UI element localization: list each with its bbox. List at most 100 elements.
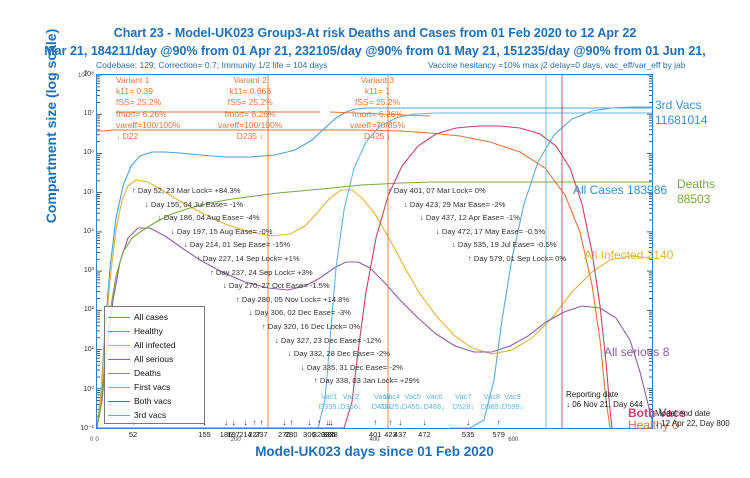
y-tick-1: 10⁷	[83, 110, 94, 118]
annotation-left-14: ↑ Day 338, 03 Jan Lock= +29%	[314, 376, 420, 386]
legend-item-first-vacs[interactable]: First vacs	[108, 380, 202, 394]
variant-2-block: Variant 2 k11= 0.663 fSS= 25.2% fmort= 6.26…	[218, 75, 282, 142]
x-event-tick-437: 437	[393, 430, 407, 439]
x-event-tick-338: 338	[325, 430, 338, 439]
x-event-tick-579: 579	[492, 430, 505, 439]
x-event-tick-423: 423	[384, 430, 397, 439]
series-healthy	[97, 129, 611, 428]
x-event-arrow-437: ↓	[398, 418, 403, 427]
variant-2-day: D235 ↓	[236, 131, 264, 142]
vac-marker-name-7: Vac7	[455, 392, 472, 401]
variant-3-vareff: vareff=70/85%	[350, 119, 405, 130]
annotation-left-9: ↓ Day 306, 02 Dec Ease= -3%	[249, 308, 351, 318]
legend-swatch-icon	[108, 400, 130, 402]
variant-2-fmort: fmort= 6.26%	[224, 108, 276, 119]
legend-swatch-icon	[108, 330, 130, 332]
legend-item-both-vacs[interactable]: Both vacs	[108, 394, 202, 408]
x-event-tick-535: 535	[461, 430, 475, 439]
x-event-tick-320: 320	[312, 430, 326, 439]
variant-1-fss: fSS= 25.2%	[116, 97, 162, 108]
variant-2-name: Variant 2	[233, 75, 267, 85]
vac-marker-day-7: D528↓	[452, 402, 475, 411]
x-event-arrow-579: ↑	[496, 418, 501, 427]
y-tick-6: 10²	[83, 306, 94, 314]
legend-swatch-icon	[108, 386, 130, 388]
annotation-left-5: ↑ Day 227, 14 Sep Lock= +1%	[197, 254, 300, 263]
x-event-arrow-186: ↓	[224, 418, 229, 427]
y-tick-8: 10⁰	[83, 385, 94, 393]
vac-marker-day-5: D455↓	[401, 402, 424, 411]
annotation-left-8: ↑ Day 280, 05 Nov Lock= +14.8%	[236, 294, 350, 304]
x-event-arrow-535: ↓	[466, 418, 471, 427]
vac-marker-name-1: Vac1	[321, 392, 338, 401]
x-event-arrow-197: ↓	[231, 418, 236, 427]
x-event-arrow-335: ↓	[327, 418, 332, 427]
annotation-left-0: ↑ Day 52, 23 Mar Lock= +84.3%	[132, 186, 241, 195]
x-event-tick-227: 227	[248, 430, 261, 439]
annotation-left-10: ↑ Day 320, 16 Dec Lock= 0%	[262, 322, 361, 331]
vac-marker-day-2: D366↓	[340, 402, 362, 411]
variant-3-k11: k11= 1	[364, 86, 391, 97]
vac-marker-day-6: D486↓	[423, 402, 445, 411]
label-3rd-vacs-value: 11681014	[655, 113, 708, 127]
label-deaths-name: Deaths	[677, 177, 716, 191]
label-all-infected: All Infected 2140	[584, 248, 674, 262]
label-all-cases: All Cases 183986	[573, 183, 668, 197]
legend-item-healthy[interactable]: Healthy	[108, 324, 202, 338]
x-event-arrow-227: ↑	[252, 418, 257, 427]
label-deaths-value: 88503	[677, 192, 711, 206]
x-event-tick-335: 335	[323, 430, 336, 439]
chart-title-line2: Mar 21, 184211/day @90% from 01 Apr 21, …	[44, 44, 706, 58]
series-3rd-vacs	[450, 106, 652, 428]
x-event-arrow-237: ↑	[259, 418, 264, 427]
annotation-right-1: ↓ Day 423, 29 Mar Ease= -2%	[404, 199, 506, 209]
x-axis-origin-label: 0	[90, 437, 94, 443]
x-major-tick-400: 400	[369, 437, 380, 443]
legend-swatch-icon	[108, 344, 130, 346]
x-event-tick-270: 270	[278, 430, 291, 439]
x-event-tick-197: 197	[227, 430, 240, 439]
series-both-vacs	[97, 125, 613, 428]
caption-codebase: Codebase: 129; Correction= 0.7; Immunity…	[96, 60, 328, 70]
annotation-right-0: ↑ Day 401, 07 Mar Lock= 0%	[388, 186, 486, 195]
annotation-left-3: ↓ Day 197, 15 Aug Ease= -0%	[171, 226, 273, 236]
reporting-date-line2: ↓ 06 Nov 21, Day 644	[566, 400, 643, 409]
variant-3-fmort: fmort= 6.26%	[352, 108, 403, 119]
series-deaths	[97, 181, 652, 428]
legend-item-deaths[interactable]: Deaths	[108, 366, 202, 380]
x-event-arrow-338: ↓	[329, 418, 334, 427]
legend-item-3rd-vacs[interactable]: 3rd vacs	[108, 408, 202, 422]
plot-area	[96, 74, 653, 429]
variant-1-k11: k11= 0.39	[116, 86, 153, 97]
variant-3-name: Variant 3	[360, 75, 395, 85]
variant-1-vareff: vareff=100/100%	[116, 119, 181, 130]
legend-item-all-cases[interactable]: All cases	[108, 310, 202, 324]
label-3rd-vacs-name: 3rd Vacs	[655, 98, 702, 112]
legend-label: Deaths	[134, 368, 161, 378]
legend-item-all-infected[interactable]: All infected	[108, 338, 202, 352]
series-all-serious	[97, 227, 652, 428]
variant-1-name: Variant 1	[116, 75, 150, 85]
legend-label: All cases	[134, 312, 169, 322]
x-event-tick-155: 155	[198, 430, 211, 439]
variant-2-k11: k11= 0.663	[229, 86, 272, 97]
chart-title-line1: Chart 23 - Model-UK023 Group3-At risk De…	[113, 26, 637, 40]
y-axis-ticks	[97, 74, 652, 429]
vac-marker-name-9: Vac9	[504, 392, 521, 401]
legend-swatch-icon	[108, 316, 130, 318]
annotation-left-4: ↓ Day 214, 01 Sep Ease= -15%	[184, 240, 291, 250]
vac-marker-name-2: Vac2	[342, 392, 360, 401]
x-event-arrow-320: ↑	[317, 418, 321, 427]
vac-marker-name-3: Vac3	[373, 392, 391, 401]
x-major-tick-600: 600	[508, 437, 519, 443]
vac-marker-name-5: Vac5	[404, 392, 421, 401]
y-tick-4: 10⁴	[83, 227, 94, 235]
y-tick-0: 10⁸	[83, 71, 94, 78]
x-event-tick-401: 401	[368, 430, 382, 439]
legend-item-all-serious[interactable]: All serious	[108, 352, 202, 366]
annotation-right-4: ↓ Day 535, 19 Jul Ease= -0.5%	[452, 240, 557, 250]
legend[interactable]: All cases Healthy All infected All serious D…	[104, 306, 205, 424]
legend-swatch-icon	[108, 414, 130, 416]
caption-vaccine-hesitancy: Vaccine hesitancy =10% max j2 delay=0 da…	[428, 60, 686, 70]
variant-1-block: Variant 1 k11= 0.39 fSS= 25.2% fmort= 6.26%…	[116, 75, 180, 142]
